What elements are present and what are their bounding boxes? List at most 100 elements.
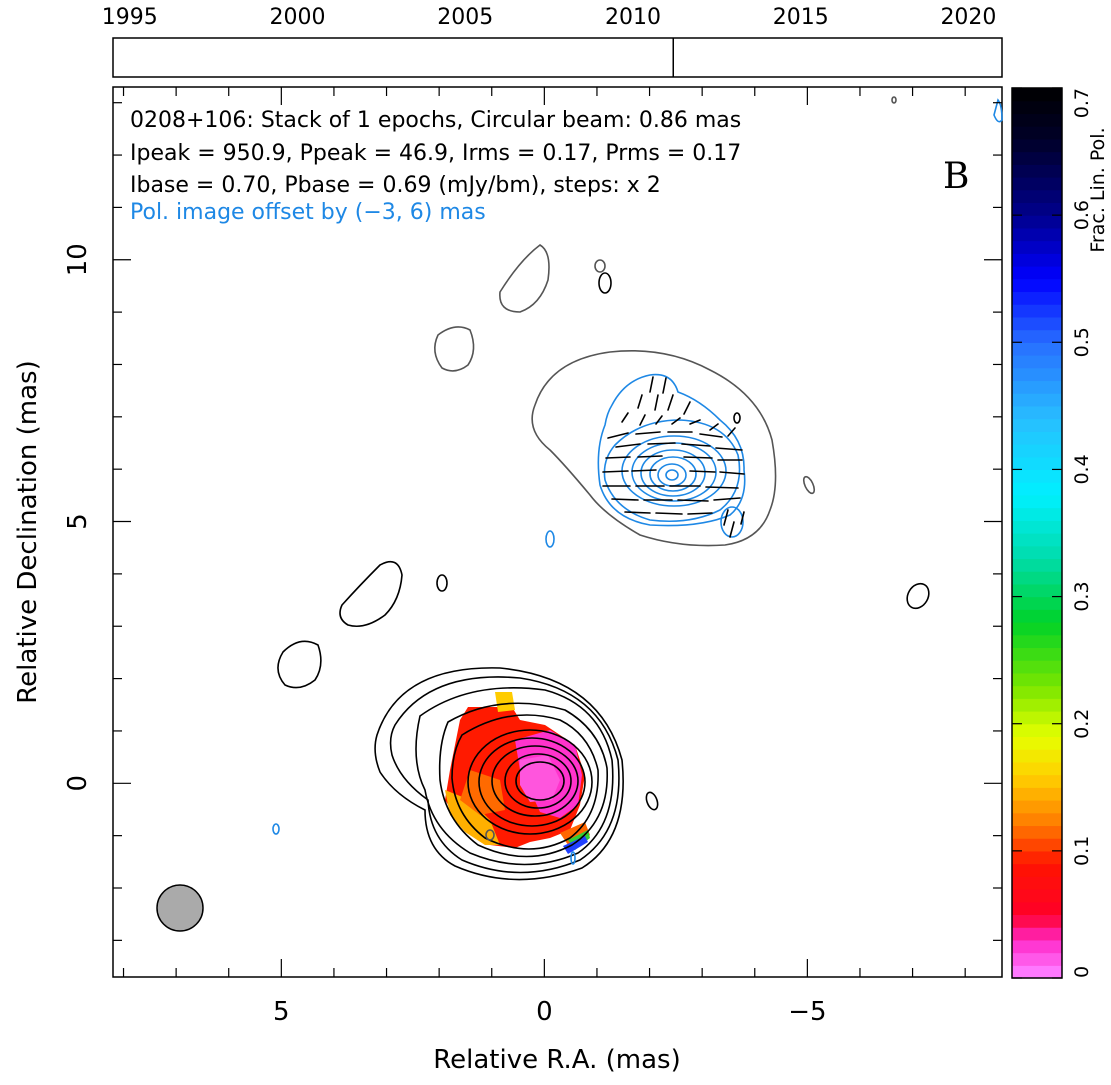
evpa-tick (719, 471, 745, 475)
colorbar-band (1012, 774, 1062, 788)
i-contour (277, 640, 322, 689)
p-contour (570, 851, 576, 865)
colorbar-band (1012, 367, 1062, 382)
colorbar-band (1012, 444, 1062, 458)
colorbar-band (1012, 939, 1062, 954)
pol-region-edge (560, 822, 590, 848)
colorbar-band (1012, 545, 1062, 560)
colorbar-band (1012, 660, 1062, 674)
evpa-tick (687, 512, 713, 515)
colorbar-band (1012, 215, 1062, 229)
colorbar-band (1012, 647, 1062, 661)
p-contour (993, 98, 1003, 123)
evpa-tick (699, 433, 723, 438)
pol-offset-note: Pol. image offset by (−3, 6) mas (130, 200, 486, 225)
colorbar-tick-label: 0.5 (1071, 327, 1093, 357)
colorbar-band (1012, 266, 1062, 280)
stokes-i-contours-isolated (277, 272, 930, 811)
evpa-tick (677, 499, 709, 502)
timeline-frame (112, 37, 1003, 78)
evpa-tick (689, 419, 701, 425)
i-contour (374, 667, 624, 881)
colorbar-band (1012, 723, 1062, 738)
evpa-vectors (602, 376, 745, 538)
evpa-tick (681, 443, 711, 447)
annotation-line-3: Ibase = 0.70, Pbase = 0.69 (mJy/bm), ste… (130, 173, 661, 198)
colorbar-band (1012, 342, 1062, 356)
map-frame (112, 86, 1003, 978)
colorbar-band (1012, 901, 1062, 916)
i-contour (906, 582, 930, 610)
evpa-tick (649, 376, 654, 393)
i-contour-low (485, 829, 495, 841)
colorbar-band (1012, 914, 1062, 928)
colorbar-band (1012, 304, 1062, 318)
i-contour-low (594, 259, 606, 273)
evpa-tick (723, 509, 729, 526)
colorbar-band (1012, 227, 1062, 242)
colorbar-band (1012, 88, 1062, 102)
i-contour-low (531, 350, 777, 547)
evpa-tick (655, 415, 663, 425)
pol-region-pink (520, 755, 560, 802)
colorbar-band (1012, 609, 1062, 623)
evpa-tick (615, 443, 641, 448)
p-contour (657, 463, 687, 487)
evpa-tick (740, 511, 745, 525)
colorbar-band (1012, 596, 1062, 610)
colorbar-band (1012, 850, 1062, 865)
colorbar-band (1012, 952, 1062, 966)
p-contour (272, 823, 280, 835)
colorbar-band (1012, 838, 1062, 852)
map-panel: 5 0 −5 0 5 10 0208+106: Stack of 1 epochs, Ci… (63, 86, 1003, 1027)
i-contour (339, 560, 403, 628)
colorbar-band (1012, 685, 1062, 699)
timeline-year-label: 2020 (940, 5, 996, 30)
evpa-tick (709, 423, 719, 431)
p-contour (640, 449, 706, 497)
colorbar-band (1012, 672, 1062, 687)
i-contour (438, 702, 608, 858)
x-tick-label: 5 (273, 997, 290, 1027)
colorbar-tick-label: 0.6 (1071, 200, 1093, 230)
pol-contours (272, 98, 1003, 865)
colorbar-band (1012, 761, 1062, 776)
colorbar-title: Frac. Lin. Pol. (1087, 127, 1109, 252)
colorbar-band (1012, 151, 1062, 165)
colorbar-tick-label: 0.4 (1071, 454, 1093, 484)
colorbar-band (1012, 622, 1062, 636)
colorbar-band (1012, 316, 1062, 331)
p-contour (545, 530, 555, 548)
p-contour (603, 419, 741, 523)
evpa-tick (729, 521, 735, 538)
evpa-tick (611, 498, 639, 501)
evpa-tick (624, 511, 651, 514)
i-contour (515, 761, 565, 801)
minor-ticks (113, 87, 1002, 977)
colorbar-band (1012, 927, 1062, 941)
timeline-year-label: 2010 (605, 5, 661, 30)
colorbar-band (1012, 736, 1062, 750)
p-contour (597, 373, 746, 527)
colorbar-band (1012, 177, 1062, 191)
i-contour-low (802, 475, 816, 495)
annotation-line-1: 0208+106: Stack of 1 epochs, Circular be… (130, 108, 741, 133)
stokes-i-contours-core (374, 667, 624, 881)
colorbar-band (1012, 202, 1062, 216)
colorbar-band (1012, 634, 1062, 649)
colorbar-band (1012, 787, 1062, 801)
colorbar-band (1012, 812, 1062, 827)
x-axis-label: Relative R.A. (mas) (433, 1045, 680, 1075)
evpa-tick (662, 377, 667, 394)
i-contour-low (891, 96, 897, 104)
colorbar-band (1012, 100, 1062, 115)
i-contour (504, 753, 572, 809)
evpa-tick (637, 455, 663, 458)
colorbar-band (1012, 965, 1062, 979)
i-contour (436, 574, 448, 592)
colorbar-band (1012, 380, 1062, 394)
y-tick-label: 10 (63, 243, 93, 276)
evpa-tick (655, 512, 683, 515)
colorbar-tick-label: 0 (1071, 966, 1093, 978)
